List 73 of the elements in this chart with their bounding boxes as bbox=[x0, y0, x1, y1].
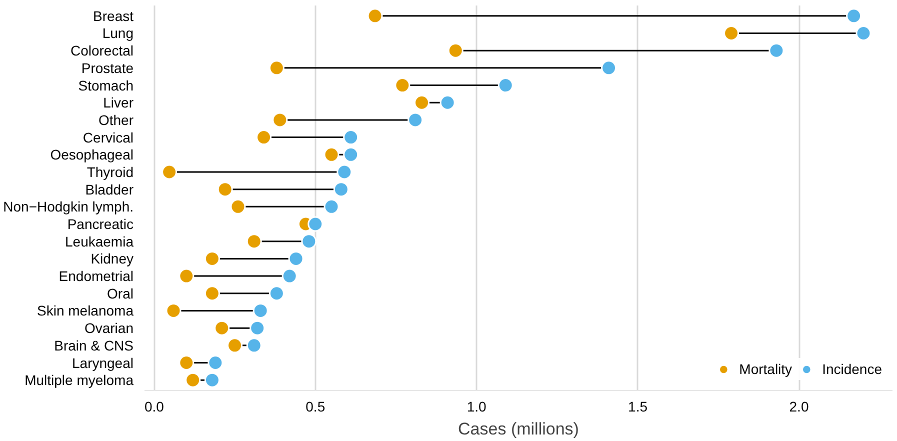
y-tick-label: Leukaemia bbox=[65, 233, 134, 250]
y-tick-label: Liver bbox=[103, 94, 134, 111]
point bbox=[394, 78, 410, 94]
y-tick-label: Prostate bbox=[81, 60, 134, 76]
point bbox=[448, 42, 464, 58]
point bbox=[268, 286, 284, 302]
point bbox=[204, 372, 220, 388]
point bbox=[367, 8, 383, 24]
point bbox=[768, 42, 784, 58]
point bbox=[214, 320, 230, 336]
point bbox=[856, 26, 872, 41]
y-tick-label: Lung bbox=[102, 25, 134, 42]
point bbox=[498, 78, 514, 94]
point bbox=[324, 146, 340, 162]
x-tick-label: 0.0 bbox=[144, 398, 164, 414]
x-tick-label: 0.5 bbox=[306, 398, 326, 414]
x-axis-title: Cases (millions) bbox=[458, 420, 579, 438]
point bbox=[178, 355, 194, 370]
y-tick-label: Thyroid bbox=[86, 164, 134, 180]
point bbox=[846, 8, 862, 24]
y-tick-label: Ovarian bbox=[84, 320, 134, 336]
point bbox=[250, 320, 266, 336]
point bbox=[185, 372, 201, 388]
point bbox=[282, 268, 298, 284]
point bbox=[324, 198, 340, 214]
point bbox=[256, 130, 272, 146]
point bbox=[333, 182, 349, 198]
legend-label: Incidence bbox=[822, 361, 882, 377]
y-tick-label: Oesophageal bbox=[50, 146, 134, 163]
point bbox=[601, 60, 617, 76]
y-tick-label: Bladder bbox=[85, 181, 134, 198]
y-tick-label: Endometrial bbox=[58, 268, 134, 284]
y-tick-label: Kidney bbox=[90, 250, 134, 267]
y-tick-label: Brain & CNS bbox=[54, 337, 134, 354]
y-tick-label: Other bbox=[98, 112, 134, 128]
y-tick-label: Pancreatic bbox=[67, 216, 134, 232]
x-tick-label: 1.0 bbox=[466, 398, 487, 414]
point bbox=[301, 234, 317, 250]
point bbox=[288, 250, 304, 266]
point bbox=[204, 286, 220, 302]
point bbox=[246, 234, 262, 250]
point bbox=[408, 112, 424, 128]
point bbox=[343, 146, 359, 162]
point bbox=[204, 250, 220, 266]
point bbox=[440, 94, 456, 110]
y-tick-label: Cervical bbox=[82, 129, 134, 146]
point bbox=[308, 216, 324, 232]
point bbox=[414, 94, 430, 110]
point bbox=[166, 302, 182, 318]
y-tick-label: Laryngeal bbox=[72, 354, 134, 371]
point bbox=[343, 130, 359, 146]
point bbox=[268, 60, 284, 76]
y-tick-label: Skin melanoma bbox=[37, 302, 134, 319]
point bbox=[246, 338, 262, 354]
x-tick-label: 1.5 bbox=[628, 398, 648, 414]
y-tick-label: Multiple myeloma bbox=[24, 372, 134, 388]
x-tick-label: 2.0 bbox=[789, 398, 809, 414]
point bbox=[208, 355, 224, 370]
point bbox=[227, 338, 243, 354]
y-tick-label: Oral bbox=[107, 285, 134, 302]
y-tick-label: Non−Hodgkin lymph. bbox=[3, 198, 134, 215]
legend-label: Mortality bbox=[739, 361, 792, 377]
point bbox=[272, 112, 288, 128]
point bbox=[178, 268, 194, 284]
y-tick-label: Colorectal bbox=[70, 42, 134, 59]
point bbox=[336, 164, 352, 180]
point bbox=[724, 26, 740, 41]
y-tick-label: Breast bbox=[93, 8, 134, 24]
y-tick-label: Stomach bbox=[78, 77, 134, 94]
point bbox=[252, 302, 268, 318]
point bbox=[230, 198, 246, 214]
point bbox=[162, 164, 178, 180]
point bbox=[217, 182, 233, 198]
